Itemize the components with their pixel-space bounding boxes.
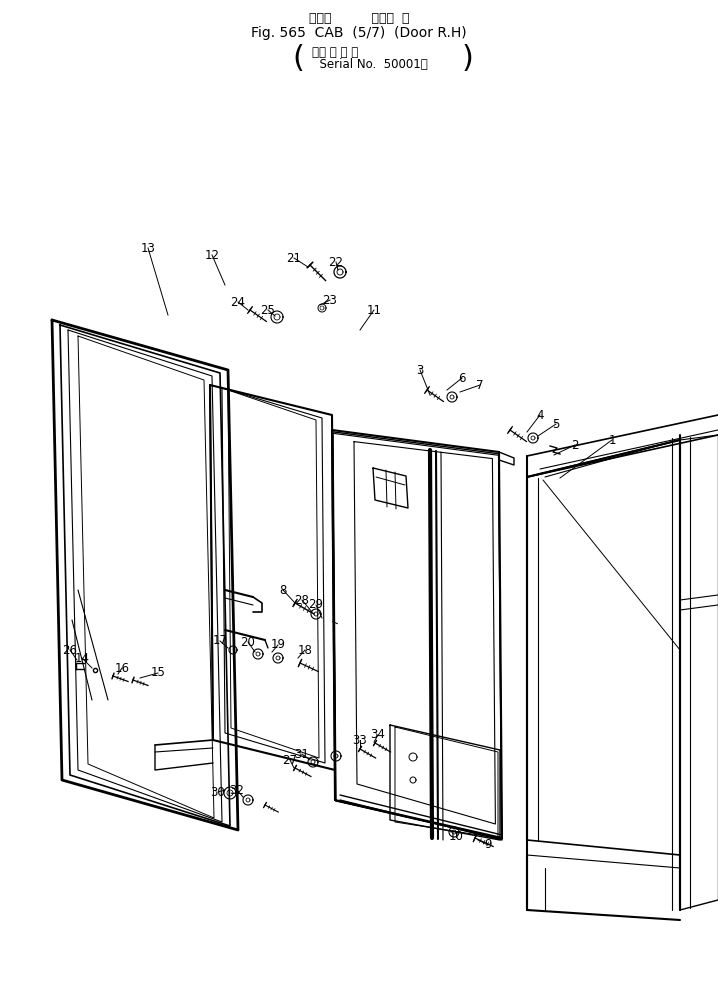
Text: 2: 2 [572,439,579,452]
Text: ·: · [329,300,331,309]
Text: 7: 7 [476,378,484,392]
Text: 27: 27 [282,753,297,767]
Text: 5: 5 [552,417,560,430]
Text: 18: 18 [297,643,312,657]
Text: 14: 14 [75,651,90,665]
Text: 3: 3 [416,363,424,376]
Text: 10: 10 [449,831,463,844]
Text: 24: 24 [230,296,246,308]
Text: 25: 25 [261,303,276,316]
Text: 34: 34 [370,729,386,741]
Text: 9: 9 [484,839,492,851]
Text: 20: 20 [241,635,256,648]
Text: Fig. 565  CAB  (5/7)  (Door R.H): Fig. 565 CAB (5/7) (Door R.H) [251,26,467,40]
Text: 15: 15 [151,667,165,680]
Text: 4: 4 [536,409,544,421]
Text: （適 用 号 機: （適 用 号 機 [312,45,358,59]
Text: (: ( [292,43,304,73]
Text: 30: 30 [210,786,225,798]
Text: 13: 13 [141,242,155,254]
Text: 32: 32 [230,784,244,796]
Text: 6: 6 [458,371,466,385]
Text: 28: 28 [294,593,309,607]
Text: キャブ          ドアー  右: キャブ ドアー 右 [309,12,409,25]
Text: 31: 31 [294,747,309,760]
Text: 17: 17 [213,634,228,647]
Text: 23: 23 [322,294,337,306]
Text: ): ) [462,43,474,73]
Text: 12: 12 [205,248,220,261]
Text: 33: 33 [353,734,368,746]
Text: 22: 22 [329,255,343,268]
Text: 19: 19 [271,638,286,651]
Text: Serial No.  50001～: Serial No. 50001～ [312,58,428,71]
Text: 26: 26 [62,643,78,657]
Text: 29: 29 [309,598,324,612]
Text: 11: 11 [366,303,381,316]
Text: 8: 8 [279,583,286,596]
Text: 21: 21 [286,251,302,264]
Text: 1: 1 [608,433,616,447]
Text: 16: 16 [114,662,129,675]
